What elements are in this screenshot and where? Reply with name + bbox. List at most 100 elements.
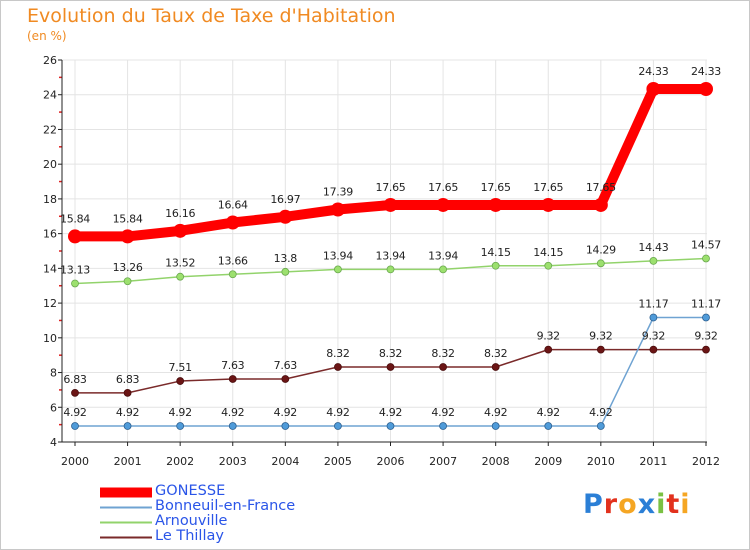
data-point-bonneuil: [176, 422, 185, 430]
data-point-bonneuil: [596, 422, 605, 430]
data-point-gonesse: [120, 229, 135, 244]
data-point-bonneuil: [123, 422, 132, 430]
y-tick-label: 8: [50, 367, 57, 380]
y-tick-label: 26: [43, 54, 57, 67]
data-label-le-thillay: 8.32: [431, 347, 454, 360]
data-label-gonesse: 17.39: [323, 186, 353, 199]
x-tick-label: 2006: [377, 455, 405, 468]
data-point-le-thillay: [544, 345, 553, 354]
data-label-arnouville: 14.15: [533, 246, 563, 259]
data-label-bonneuil: 4.92: [274, 406, 297, 419]
data-label-bonneuil: 4.92: [484, 406, 507, 419]
data-label-le-thillay: 9.32: [589, 330, 612, 343]
data-point-arnouville: [491, 261, 500, 270]
data-point-gonesse: [225, 215, 240, 230]
data-label-gonesse: 24.33: [691, 65, 721, 78]
data-label-arnouville: 13.8: [274, 252, 298, 265]
legend-label-gonesse: GONESSE: [155, 483, 226, 499]
data-point-arnouville: [439, 265, 447, 274]
data-label-arnouville: 13.52: [165, 257, 195, 270]
data-point-arnouville: [386, 265, 395, 274]
x-tick-label: 2008: [482, 455, 510, 468]
data-label-arnouville: 13.66: [218, 254, 248, 267]
y-tick-label: 18: [43, 193, 57, 206]
data-point-bonneuil: [702, 313, 710, 322]
data-point-le-thillay: [439, 363, 447, 371]
data-label-le-thillay: 6.83: [63, 373, 87, 386]
logo-letter: i: [680, 489, 691, 520]
data-label-gonesse: 24.33: [638, 65, 668, 78]
data-label-arnouville: 13.94: [323, 249, 353, 262]
legend-label-bonneuil: Bonneuil-en-France: [155, 498, 296, 514]
data-point-le-thillay: [71, 388, 79, 397]
data-label-gonesse: 17.65: [428, 181, 458, 194]
x-tick-label: 2001: [114, 455, 142, 468]
y-tick-label: 6: [50, 401, 57, 414]
data-point-le-thillay: [334, 363, 342, 371]
data-point-le-thillay: [386, 363, 395, 371]
logo-letter: P: [583, 489, 604, 520]
y-tick-label: 22: [43, 123, 57, 136]
logo-letter: i: [656, 489, 667, 520]
x-tick-label: 2009: [534, 455, 562, 468]
legend-swatch-gonesse: [100, 487, 152, 498]
data-label-bonneuil: 4.92: [537, 406, 560, 419]
data-label-gonesse: 16.97: [270, 193, 300, 206]
data-point-bonneuil: [439, 422, 447, 430]
data-point-gonesse: [488, 197, 503, 212]
data-point-gonesse: [541, 197, 556, 212]
data-label-bonneuil: 4.92: [589, 406, 612, 419]
data-point-gonesse: [593, 197, 608, 212]
data-label-bonneuil: 11.17: [691, 298, 721, 311]
data-point-le-thillay: [228, 375, 237, 383]
data-point-gonesse: [173, 223, 188, 238]
y-tick-label: 20: [43, 158, 57, 171]
data-point-arnouville: [281, 267, 290, 276]
data-point-gonesse: [278, 209, 293, 224]
data-label-gonesse: 17.65: [376, 181, 406, 194]
logo-letter: o: [618, 489, 638, 520]
data-point-bonneuil: [544, 422, 553, 430]
data-point-bonneuil: [228, 422, 237, 430]
y-tick-label: 24: [43, 89, 57, 102]
x-tick-label: 2000: [61, 455, 89, 468]
data-label-le-thillay: 6.83: [116, 373, 140, 386]
data-point-gonesse: [68, 229, 82, 244]
data-label-le-thillay: 7.51: [169, 361, 192, 374]
logo-letter: r: [603, 489, 619, 520]
data-label-gonesse: 15.84: [113, 212, 143, 225]
data-point-arnouville: [176, 272, 185, 281]
data-label-bonneuil: 4.92: [116, 406, 139, 419]
x-tick-label: 2007: [429, 455, 457, 468]
data-point-arnouville: [649, 256, 658, 265]
data-point-le-thillay: [281, 375, 290, 383]
x-tick-label: 2004: [271, 455, 299, 468]
data-label-le-thillay: 9.32: [537, 330, 560, 343]
x-tick-label: 2002: [166, 455, 194, 468]
data-label-le-thillay: 8.32: [326, 347, 349, 360]
data-label-arnouville: 13.94: [428, 249, 458, 262]
proxiti-logo: Proxiti: [583, 489, 691, 520]
legend-label-le-thillay: Le Thillay: [155, 528, 224, 544]
x-tick-label: 2005: [324, 455, 352, 468]
x-tick-label: 2010: [587, 455, 615, 468]
y-tick-label: 16: [43, 228, 57, 241]
data-point-bonneuil: [334, 422, 342, 430]
data-point-bonneuil: [281, 422, 290, 430]
logo-letter: x: [637, 489, 657, 520]
data-label-arnouville: 13.94: [376, 249, 406, 262]
data-label-le-thillay: 7.63: [221, 359, 245, 372]
data-label-bonneuil: 4.92: [431, 406, 454, 419]
y-axis-unit-label: (en %): [27, 29, 67, 43]
y-tick-label: 10: [43, 332, 57, 345]
data-label-arnouville: 14.15: [481, 246, 511, 259]
chart-title: Evolution du Taux de Taxe d'Habitation: [27, 5, 396, 27]
data-point-gonesse: [330, 202, 345, 217]
data-label-arnouville: 14.57: [691, 238, 721, 251]
data-point-le-thillay: [491, 363, 500, 371]
data-label-le-thillay: 8.32: [379, 347, 402, 360]
x-tick-label: 2012: [692, 455, 720, 468]
data-point-arnouville: [123, 277, 132, 286]
data-label-bonneuil: 11.17: [638, 298, 668, 311]
